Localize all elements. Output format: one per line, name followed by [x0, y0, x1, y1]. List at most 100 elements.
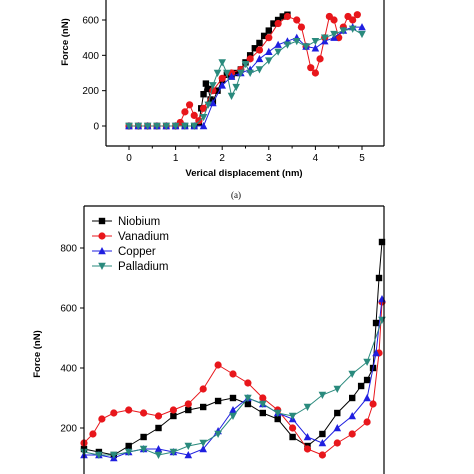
data-point [259, 394, 267, 402]
data-point [199, 385, 207, 393]
data-point [124, 448, 133, 456]
data-point [378, 295, 386, 303]
data-point [227, 72, 236, 80]
data-point [209, 99, 217, 107]
data-point [200, 91, 207, 98]
data-point [251, 45, 259, 52]
data-point [199, 439, 207, 447]
data-point [154, 412, 163, 420]
legend-item: Niobium [92, 216, 160, 228]
data-point [334, 409, 341, 417]
legend-marker [98, 232, 106, 240]
data-point [184, 442, 193, 450]
data-point [227, 92, 236, 100]
data-point [302, 43, 310, 51]
series-copper [125, 23, 366, 130]
data-point [140, 409, 148, 417]
panel-a-y-axis-title: Force (nN) [60, 18, 71, 66]
data-point [293, 16, 301, 24]
data-point [169, 406, 177, 414]
data-point [297, 23, 306, 31]
data-point [259, 409, 266, 417]
data-point [218, 74, 226, 82]
data-point [255, 54, 264, 63]
data-point [244, 394, 252, 402]
data-point [232, 69, 240, 77]
data-point [349, 16, 357, 24]
data-point [95, 451, 103, 459]
data-point [190, 122, 199, 130]
data-point [274, 19, 282, 28]
data-point [319, 430, 326, 438]
data-point [265, 27, 272, 34]
panel-b-y-axis-title: Force (nN) [32, 330, 43, 378]
legend-marker [98, 262, 106, 270]
data-point [213, 69, 222, 77]
data-point [288, 412, 297, 420]
y-tick-label: 200 [60, 424, 77, 435]
data-point [318, 391, 327, 399]
data-point [307, 64, 315, 72]
data-point [333, 439, 341, 447]
data-point [204, 101, 213, 109]
y-tick-label: 600 [60, 304, 77, 315]
data-point [140, 433, 147, 441]
data-point [125, 442, 132, 450]
data-point [316, 55, 324, 63]
data-point [181, 122, 189, 130]
legend-marker [98, 217, 106, 225]
y-tick-label: 400 [82, 51, 99, 62]
data-point [154, 451, 163, 459]
data-point [229, 406, 237, 414]
data-point [181, 108, 189, 116]
data-point [318, 451, 326, 459]
data-point [170, 412, 177, 420]
data-point [283, 12, 292, 21]
data-point [184, 400, 192, 408]
data-point [348, 25, 357, 33]
data-point [372, 349, 380, 357]
series-line [129, 14, 288, 127]
data-point [89, 430, 97, 438]
data-point [363, 358, 371, 366]
chart-panel-a: 0 200 400 600 0 1 2 3 4 5 Verical displacement (n… [60, 0, 385, 200]
y-tick-label: 0 [93, 122, 99, 133]
data-point [320, 34, 329, 42]
data-point [246, 69, 254, 77]
data-point [244, 400, 252, 408]
data-point [265, 57, 273, 65]
data-point [223, 69, 231, 77]
series-palladium [125, 25, 366, 130]
data-point [348, 370, 356, 378]
data-point [270, 20, 277, 27]
legend-marker [98, 247, 106, 255]
data-point [378, 238, 386, 246]
panel-a-x-axis-title: Verical displacement (nm) [185, 168, 302, 179]
data-point [214, 361, 222, 369]
data-point [139, 445, 148, 453]
legend-label: Niobium [118, 216, 160, 228]
data-point [125, 406, 133, 414]
data-point [153, 122, 161, 130]
data-point [143, 122, 152, 130]
y-tick-label: 800 [60, 244, 77, 255]
data-point [98, 415, 106, 423]
series-niobium [125, 11, 291, 130]
series-vanadium [80, 298, 386, 459]
y-tick-label: 600 [82, 16, 99, 27]
data-point [229, 370, 237, 378]
data-point [244, 379, 252, 387]
data-point [349, 394, 356, 402]
data-point [246, 55, 254, 63]
data-point [260, 32, 268, 40]
data-point [237, 69, 245, 77]
data-point [255, 66, 264, 74]
data-point [232, 83, 240, 92]
data-point [218, 81, 226, 89]
data-point [195, 117, 203, 125]
data-point [202, 80, 210, 87]
data-point [274, 48, 282, 56]
data-point [205, 85, 212, 93]
data-point [303, 433, 312, 441]
data-point [358, 30, 366, 39]
